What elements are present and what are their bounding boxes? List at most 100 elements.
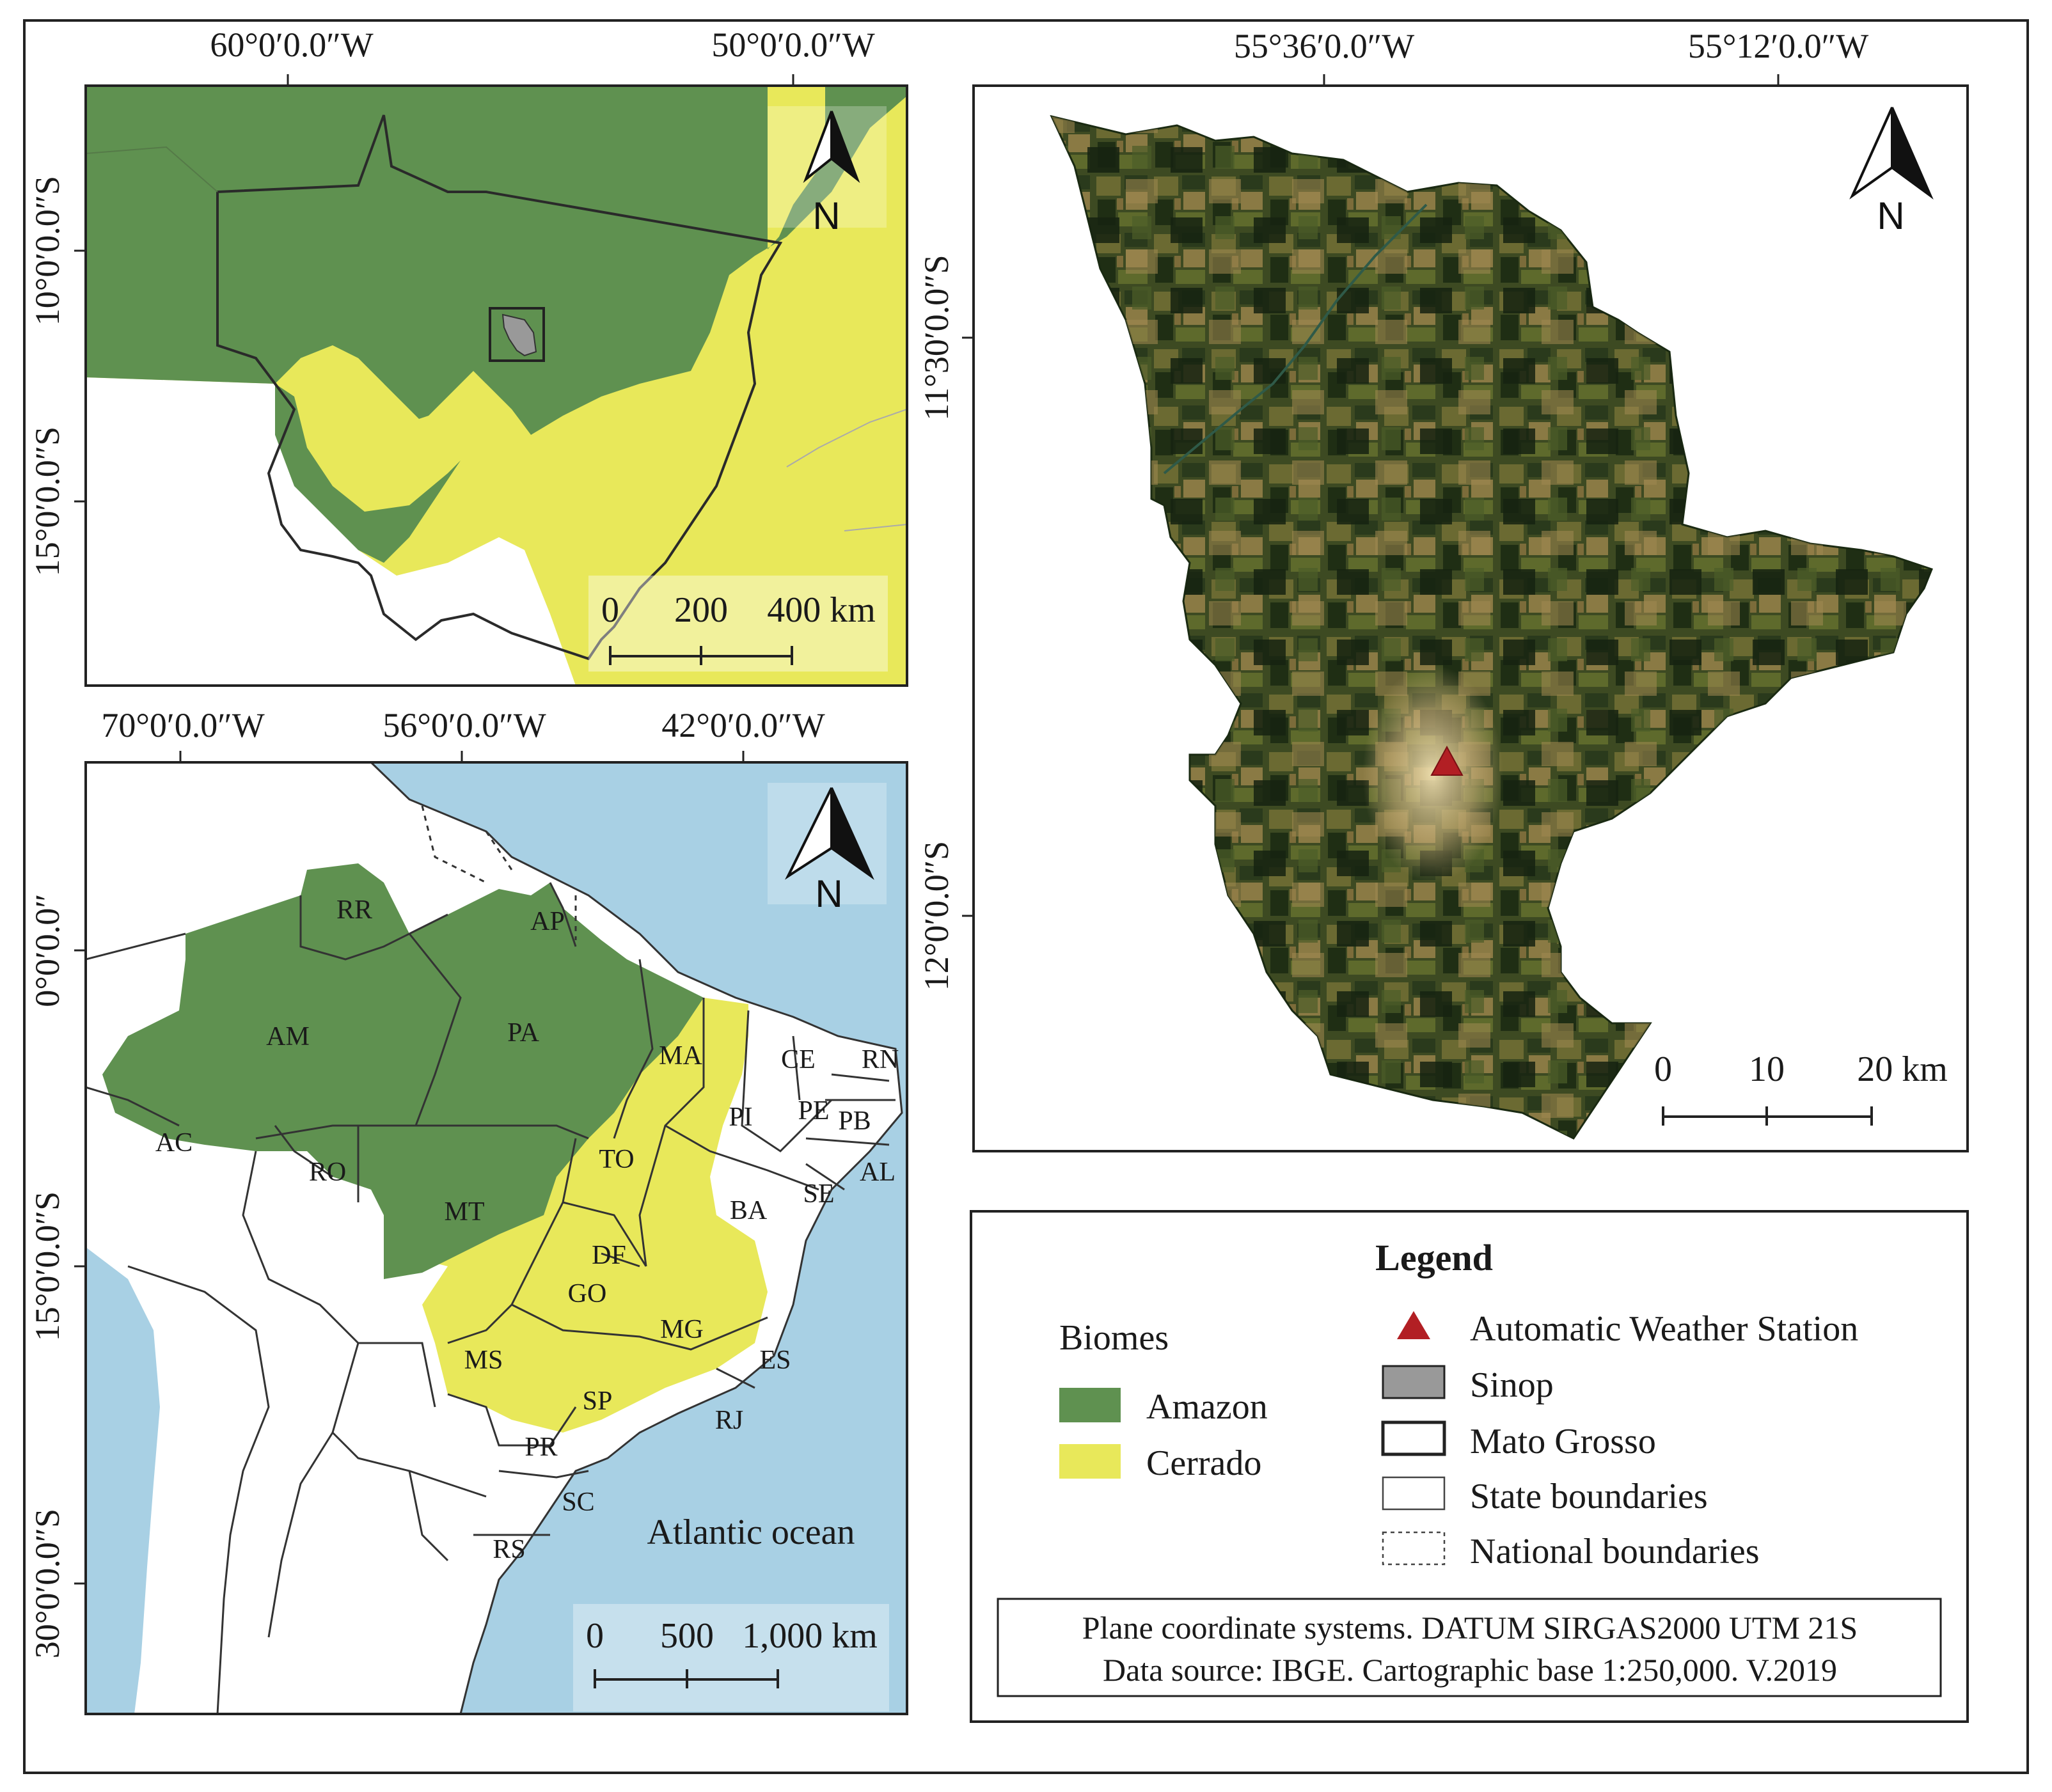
legend-item-sinop: Sinop xyxy=(1470,1365,1554,1405)
state-label-go: GO xyxy=(568,1279,607,1309)
legend-item-national-boundaries: National boundaries xyxy=(1470,1532,1760,1571)
scale-bar-tl: 0 200 400 km xyxy=(588,576,888,672)
legend-note-line: Data source: IBGE. Cartographic base 1:2… xyxy=(1103,1652,1837,1688)
amazon-region-tl xyxy=(86,86,907,435)
state-label-ma: MA xyxy=(659,1041,702,1071)
scale-bar-right: 0 10 20 km xyxy=(1654,1049,1948,1126)
lon-tick-label: 70°0′0.0″W xyxy=(101,706,264,744)
lat-tick-label: 11°30′0.0″S xyxy=(917,255,956,420)
lon-tick-label: 42°0′0.0″W xyxy=(661,706,825,744)
state-label-rj: RJ xyxy=(715,1406,743,1435)
lat-tick-label: 30°0′0.0″S xyxy=(28,1509,67,1658)
state-label-pi: PI xyxy=(729,1103,752,1132)
cerrado-region-bl xyxy=(384,998,768,1433)
state-label-al: AL xyxy=(860,1158,896,1187)
state-label-to: TO xyxy=(599,1145,634,1174)
state-label-df: DF xyxy=(592,1241,626,1270)
state-label-ac: AC xyxy=(155,1128,193,1158)
lat-tick-label: 15°0′0.0″S xyxy=(28,427,67,576)
state-label-sc: SC xyxy=(562,1488,594,1517)
legend-note-box xyxy=(997,1598,1942,1697)
lon-tick-label: 50°0′0.0″W xyxy=(711,26,874,64)
lat-tick-label: 12°0′0.0″S xyxy=(917,841,956,991)
state-label-se: SE xyxy=(803,1179,834,1209)
right-map: 55°36′0.0″W 55°12′0.0″W 11°30′0.0″S 12°0… xyxy=(917,27,1969,1152)
state-label-mg: MG xyxy=(660,1315,704,1344)
north-label: N xyxy=(815,872,842,915)
state-label-ms: MS xyxy=(464,1346,503,1375)
north-arrow-icon: N xyxy=(1849,107,1934,237)
weather-station-triangle-icon xyxy=(1397,1311,1430,1339)
lat-tick-label: 0°0′0.0″ xyxy=(28,893,67,1007)
state-boundaries-swatch xyxy=(1382,1476,1446,1511)
scale-label: 200 xyxy=(674,590,728,630)
lon-tick-label: 56°0′0.0″W xyxy=(383,706,546,744)
cerrado-swatch xyxy=(1059,1444,1121,1479)
state-label-pr: PR xyxy=(525,1433,557,1462)
sinop-swatch xyxy=(1382,1365,1446,1399)
state-label-mt: MT xyxy=(445,1197,485,1227)
scale-label: 10 xyxy=(1749,1049,1785,1089)
state-label-ro: RO xyxy=(309,1158,346,1187)
amazon-swatch xyxy=(1059,1388,1121,1422)
cerrado-label: Cerrado xyxy=(1146,1443,1261,1483)
figure-frame xyxy=(23,19,2029,1774)
scale-bar-bl: 0 500 1,000 km xyxy=(573,1604,889,1711)
state-label-pe: PE xyxy=(798,1096,829,1126)
national-boundaries xyxy=(421,805,577,940)
amazon-tongue-tl xyxy=(275,384,461,563)
lon-tick-label: 60°0′0.0″W xyxy=(210,26,373,64)
state-label-ce: CE xyxy=(781,1045,816,1074)
legend-title: Legend xyxy=(1375,1237,1493,1278)
state-label-pa: PA xyxy=(507,1018,540,1048)
state-label-ap: AP xyxy=(530,907,565,936)
national-boundaries-swatch xyxy=(1382,1531,1446,1566)
sinop-municipality-tl xyxy=(501,313,537,357)
state-label-ba: BA xyxy=(730,1196,768,1225)
state-label-rr: RR xyxy=(336,895,372,925)
mato-grosso-boundary-tl xyxy=(216,114,783,661)
biomes-heading: Biomes xyxy=(1059,1318,1169,1358)
lat-tick-label: 10°0′0.0″S xyxy=(28,176,67,326)
scale-label: 400 km xyxy=(767,590,876,630)
north-label: N xyxy=(1877,194,1904,237)
right-map-frame xyxy=(972,84,1969,1152)
bottom-left-map-frame xyxy=(84,761,908,1715)
ocean-label: Atlantic ocean xyxy=(647,1513,855,1552)
legend-panel: Legend Biomes Amazon Cerrado Automatic W… xyxy=(970,1210,1969,1723)
state-label-es: ES xyxy=(759,1346,791,1375)
state-label-pb: PB xyxy=(838,1106,871,1136)
legend-item-state-boundaries: State boundaries xyxy=(1470,1477,1708,1516)
amazon-region-bl xyxy=(102,863,704,1279)
legend-item-weather-station: Automatic Weather Station xyxy=(1470,1309,1858,1349)
top-left-map-frame xyxy=(84,84,908,687)
state-label-sp: SP xyxy=(583,1387,613,1416)
state-label-rn: RN xyxy=(862,1045,899,1074)
cerrado-lobe-tl xyxy=(294,345,531,512)
sinop-inset-box xyxy=(489,307,545,362)
north-arrow-icon: N xyxy=(768,106,887,237)
legend-item-mato-grosso: Mato Grosso xyxy=(1470,1422,1656,1461)
weather-station-marker xyxy=(1430,745,1464,776)
scale-label: 0 xyxy=(586,1616,604,1656)
outside-area-tl xyxy=(86,377,576,686)
scale-label: 20 km xyxy=(1857,1049,1948,1089)
legend-note-line: Plane coordinate systems. DATUM SIRGAS20… xyxy=(1082,1610,1858,1646)
north-label: N xyxy=(812,194,840,237)
state-label-am: AM xyxy=(266,1022,310,1051)
state-boundaries xyxy=(255,882,896,1536)
amazon-label: Amazon xyxy=(1146,1387,1268,1427)
lat-tick-label: 15°0′0.0″S xyxy=(28,1191,67,1341)
bottom-left-map: Atlantic ocean RR AP AM PA MA CE RN PI P… xyxy=(28,706,908,1715)
north-arrow-icon: N xyxy=(768,783,887,915)
lon-tick-label: 55°36′0.0″W xyxy=(1234,27,1414,65)
scale-label: 0 xyxy=(601,590,619,630)
scale-label: 0 xyxy=(1654,1049,1672,1089)
top-left-map: 60°0′0.0″W 50°0′0.0″W 10°0′0.0″S 15°0′0.… xyxy=(28,26,908,687)
scale-label: 1,000 km xyxy=(742,1616,878,1656)
mato-grosso-swatch xyxy=(1381,1420,1446,1456)
lon-tick-label: 55°12′0.0″W xyxy=(1688,27,1868,65)
state-label-rs: RS xyxy=(493,1535,525,1564)
scale-label: 500 xyxy=(660,1616,714,1656)
